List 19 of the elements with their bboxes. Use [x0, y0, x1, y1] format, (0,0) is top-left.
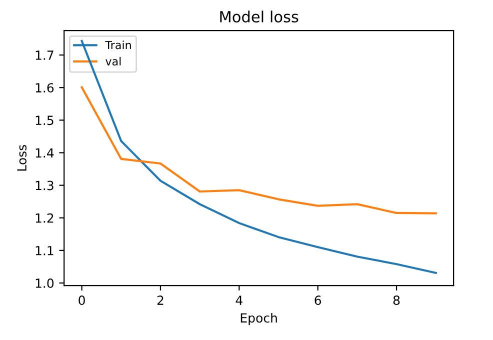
- y-tick-label: 1.0: [36, 278, 54, 288]
- x-tick-label: 4: [236, 296, 242, 305]
- y-tick-label: 1.7: [36, 50, 54, 60]
- y-tick-label: 1.5: [36, 116, 54, 126]
- y-tick-label: 1.1: [36, 246, 54, 256]
- y-axis-title: Loss: [17, 145, 27, 171]
- x-axis-title: Epoch: [240, 312, 277, 326]
- x-tick-label: 6: [314, 296, 322, 305]
- y-tick-label: 1.4: [36, 148, 54, 158]
- line-series: [80, 86, 437, 214]
- x-tick-label: 8: [393, 296, 400, 305]
- y-tick-label: 1.6: [36, 83, 54, 93]
- x-tick-label: 0: [78, 296, 85, 305]
- chart-title: Model loss: [220, 10, 298, 22]
- x-tick-label: 2: [157, 296, 164, 305]
- legend-label: val: [106, 56, 121, 66]
- y-tick-label: 1.2: [36, 213, 54, 223]
- y-tick-label: 1.3: [36, 180, 54, 190]
- legend-label: Train: [105, 40, 131, 50]
